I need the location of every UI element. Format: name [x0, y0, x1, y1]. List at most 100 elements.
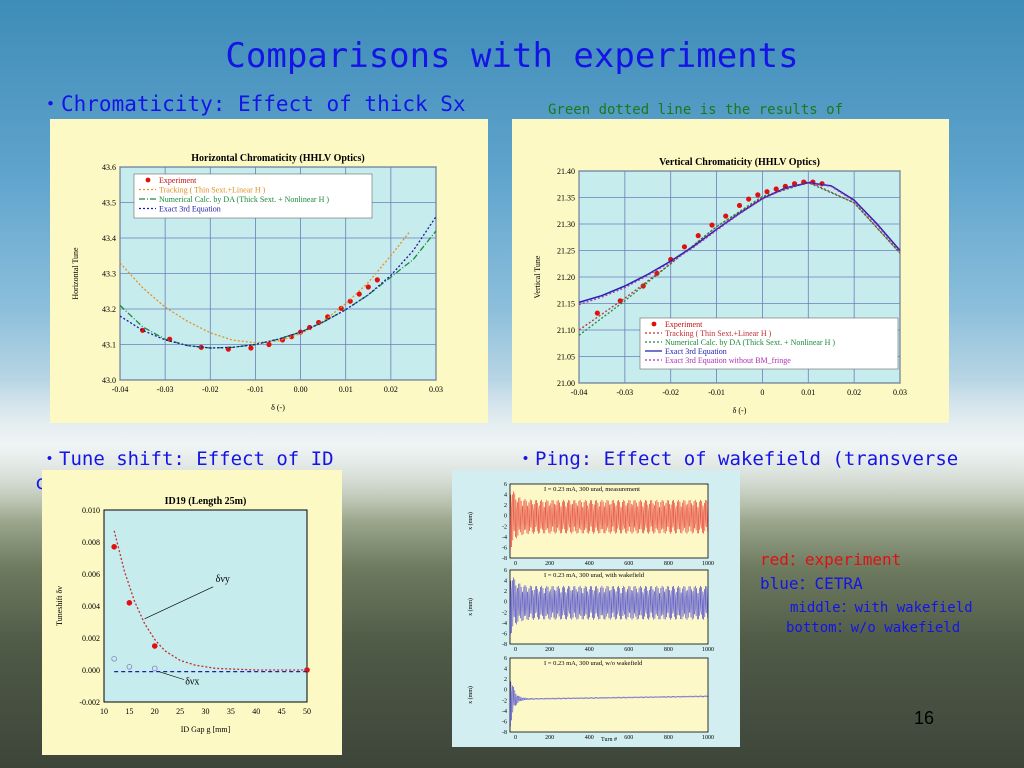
legend-marker [145, 177, 151, 183]
data-point [764, 189, 770, 195]
legend-bottom: bottom：w/o wakefield [786, 620, 961, 636]
annotation-dvx-leader [159, 671, 185, 680]
ping-y-tick-label: -2 [502, 610, 507, 616]
ping-y-tick-label: 0 [504, 688, 507, 694]
ping-x-tick-label: 800 [664, 561, 673, 567]
data-point [709, 222, 715, 228]
x-tick-label: 0.01 [339, 385, 353, 394]
legend-entry: Tracking ( Thin Sext.+Linear H ) [159, 186, 266, 195]
ping-panel-label: I = 0.23 mA, 300 urad, w/o wakefield [544, 660, 643, 667]
y-tick-label: 21.10 [557, 326, 575, 335]
y-tick-label: 0.004 [82, 602, 100, 611]
slide-title: Comparisons with experiments [225, 36, 799, 76]
y-tick-label: 43.6 [102, 163, 116, 172]
ping-x-tick-label: 400 [585, 735, 594, 741]
y-tick-label: 21.35 [557, 194, 575, 203]
ping-y-tick-label: 2 [504, 589, 507, 595]
series-line [119, 216, 437, 349]
y-tick-label: 0.002 [82, 634, 100, 643]
legend-entry: Tracking ( Thin Sext.+Linear H ) [665, 329, 772, 338]
y-tick-label: 0.010 [82, 506, 100, 515]
x-tick-label: 0.03 [893, 388, 907, 397]
y-tick-label: 21.05 [557, 353, 575, 362]
ping-label-bg [540, 571, 670, 579]
x-tick-label: 0.03 [429, 385, 443, 394]
y-tick-label: 43.3 [102, 270, 116, 279]
legend-middle: middle：with wakefield [790, 600, 973, 616]
ping-trace [509, 681, 709, 727]
horizontal-chromaticity-panel: -0.04 -0.03 -0.02 -0.01 0.00 0.01 0.02 0.03 43.0… [50, 119, 488, 423]
x-axis-label: δ (-) [733, 406, 747, 415]
data-point [594, 310, 600, 316]
y-tick-label: 43.0 [102, 376, 116, 385]
bullet-ping: ・Ping: Effect of wakefield (transverse [516, 448, 959, 470]
series-line [119, 230, 437, 349]
x-tick-label: 0.00 [294, 385, 308, 394]
data-point [111, 544, 117, 550]
ping-x-tick-label: 0 [514, 647, 517, 653]
vertical-chromaticity-chart: -0.04 -0.03 -0.02 -0.01 0 0.01 0.02 0.03 21.00 21… [533, 157, 907, 415]
ping-x-tick-label: 200 [545, 735, 554, 741]
ping-y-tick-label: -4 [502, 621, 507, 627]
ping-label-bg [540, 659, 670, 667]
chart-title: Vertical Chromaticity (HHLV Optics) [659, 157, 820, 168]
legend-entry: Experiment [159, 176, 197, 185]
ping-x-axis-label: Turn # [601, 737, 617, 743]
ping-y-tick-label: -2 [502, 524, 507, 530]
ping-y-tick-label: 6 [504, 482, 507, 488]
data-point [773, 186, 779, 192]
ping-x-tick-label: 600 [624, 647, 633, 653]
ping-y-tick-label: 2 [504, 503, 507, 509]
annotation-dvy-leader [144, 586, 214, 620]
legend-entry: Numerical Calc. by DA (Thick Sext. + Non… [665, 338, 835, 347]
x-tick-label: 15 [125, 707, 133, 716]
ping-x-tick-label: 400 [585, 647, 594, 653]
ping-x-tick-label: 0 [514, 735, 517, 741]
y-tick-label: 21.00 [557, 379, 575, 388]
legend-box [639, 317, 899, 370]
ping-y-axis-label: x (mm) [467, 512, 474, 530]
y-tick-label: 43.2 [102, 305, 116, 314]
x-tick-label: -0.01 [708, 388, 725, 397]
data-point [695, 233, 701, 239]
ping-y-tick-label: 0 [504, 600, 507, 606]
y-tick-label: 43.1 [102, 341, 116, 350]
data-point [374, 277, 380, 283]
x-axis-label: ID Gap g [mm] [181, 725, 231, 734]
ping-x-tick-label: 1000 [702, 647, 714, 653]
series-line [578, 182, 901, 306]
x-tick-label: 25 [176, 707, 184, 716]
ping-x-tick-label: 800 [664, 735, 673, 741]
ping-y-tick-label: -2 [502, 698, 507, 704]
ping-panel: 6 4 2 0 -2 -4 -6 -8 200 400 600 800 1000 0 x (mm) I = 0… [452, 470, 740, 747]
ping-x-tick-label: 1000 [702, 735, 714, 741]
x-tick-label: 0.02 [384, 385, 398, 394]
y-axis-label: Vertical Tune [533, 255, 542, 298]
ping-x-tick-label: 200 [545, 647, 554, 653]
data-point [746, 196, 752, 202]
ping-x-tick-label: 0 [514, 561, 517, 567]
x-tick-label: 45 [278, 707, 286, 716]
ping-trace [509, 577, 709, 635]
x-tick-label: 35 [227, 707, 235, 716]
y-tick-label: 21.25 [557, 247, 575, 256]
legend-entry: Exact 3rd Equation [665, 347, 727, 356]
y-tick-label: -0.002 [79, 698, 100, 707]
ping-x-tick-label: 200 [545, 561, 554, 567]
ping-y-tick-label: -8 [502, 556, 507, 562]
legend-red-experiment: red：experiment [760, 550, 902, 569]
y-tick-label: 43.4 [102, 234, 116, 243]
ping-y-tick-label: -6 [502, 631, 507, 637]
data-point [266, 341, 272, 348]
y-tick-label: 21.15 [557, 300, 575, 309]
x-tick-label: 10 [100, 707, 108, 716]
data-point [151, 643, 158, 649]
ping-y-tick-label: 4 [504, 579, 507, 585]
y-tick-label: 0.006 [82, 570, 100, 579]
ping-plot-area [509, 657, 709, 733]
horizontal-chromaticity-chart: -0.04 -0.03 -0.02 -0.01 0.00 0.01 0.02 0.03 43.0… [71, 153, 443, 412]
data-point [338, 305, 344, 311]
plot-area [103, 509, 308, 703]
ping-x-tick-label: 600 [624, 735, 633, 741]
